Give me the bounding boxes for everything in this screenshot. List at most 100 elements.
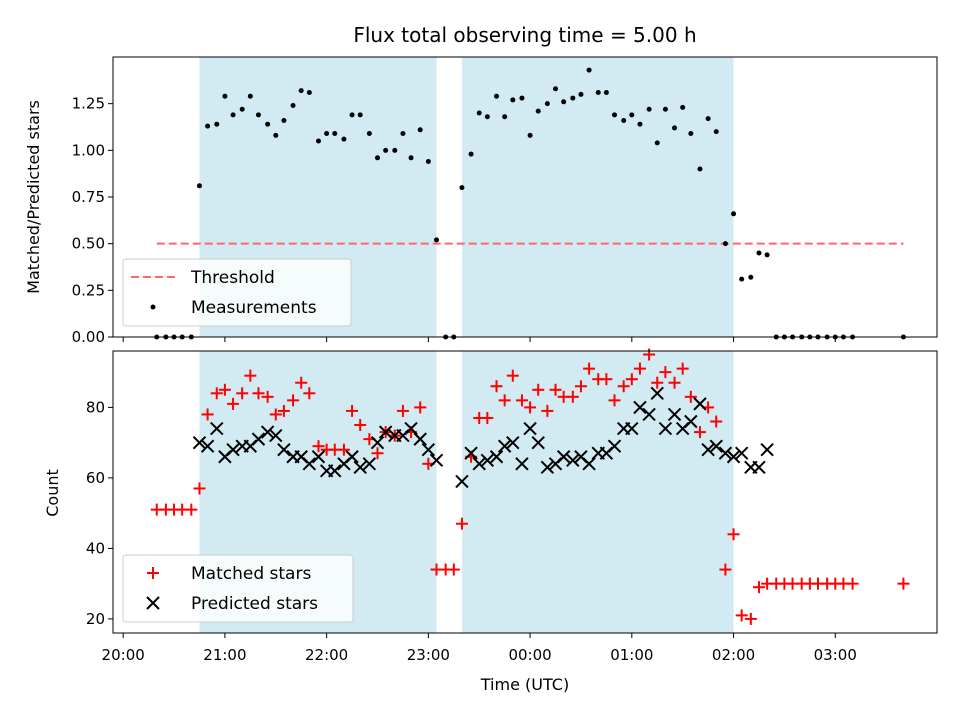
matched-star-point xyxy=(625,373,638,386)
measurement-point xyxy=(680,104,686,110)
matched-star-point xyxy=(261,390,274,403)
measurement-point xyxy=(713,129,719,135)
x-tick-label: 03:00 xyxy=(814,646,857,664)
bottom-legend-box xyxy=(122,554,354,623)
matched-star-point xyxy=(651,376,664,389)
predicted-star-point xyxy=(421,442,436,457)
x-tick-label: 01:00 xyxy=(610,646,653,664)
measurement-point xyxy=(595,89,601,95)
legend-measurements-swatch xyxy=(150,304,156,310)
bottom-legend: Matched stars Predicted stars xyxy=(122,554,354,623)
measurement-point xyxy=(553,86,559,92)
predicted-star-point xyxy=(489,450,504,464)
measurement-point xyxy=(366,131,372,137)
predicted-star-point xyxy=(506,435,520,450)
predicted-star-point xyxy=(650,386,664,401)
matched-star-point xyxy=(566,390,579,403)
measurement-point xyxy=(306,89,312,95)
matched-star-point xyxy=(710,415,723,428)
measurement-point xyxy=(205,123,211,129)
predicted-star-point xyxy=(226,442,240,457)
measurement-point xyxy=(603,89,609,95)
predicted-star-point xyxy=(413,432,427,446)
measurement-point xyxy=(535,108,541,114)
bottom-y-tick-label: 40 xyxy=(86,539,105,557)
measurement-point xyxy=(527,132,533,138)
matched-star-point xyxy=(201,408,214,421)
measurement-point xyxy=(196,183,202,189)
legend-matched-label: Matched stars xyxy=(191,564,311,584)
matched-stars-points xyxy=(150,348,910,625)
matched-star-point xyxy=(608,394,621,407)
measurement-point xyxy=(629,112,635,118)
predicted-star-point xyxy=(455,474,469,489)
matched-star-point xyxy=(244,369,257,382)
measurement-point xyxy=(214,121,220,127)
measurement-point xyxy=(357,112,363,118)
legend-matched-swatch xyxy=(147,567,159,579)
top-y-tick-label: 0.50 xyxy=(72,235,105,253)
matched-star-point xyxy=(414,401,427,414)
top-legend: Threshold Measurements xyxy=(122,258,352,327)
matched-star-point xyxy=(303,387,316,400)
measurement-point xyxy=(324,131,330,137)
top-y-tick-label: 1.25 xyxy=(72,95,105,113)
measurement-point xyxy=(222,93,228,99)
measurement-point xyxy=(561,99,567,105)
legend-measurements-label: Measurements xyxy=(191,298,317,318)
measurement-point xyxy=(255,112,261,118)
measurement-point xyxy=(688,131,694,137)
legend-predicted-label: Predicted stars xyxy=(191,594,318,614)
matched-star-point xyxy=(337,443,350,456)
measurement-point xyxy=(662,106,668,112)
predicted-star-point xyxy=(302,457,317,471)
predicted-star-point xyxy=(701,442,715,457)
measurement-point xyxy=(273,132,279,138)
predicted-star-point xyxy=(480,453,495,467)
matched-star-point xyxy=(524,401,537,414)
bottom-shade-1 xyxy=(461,351,734,633)
measurement-point xyxy=(519,95,525,101)
predicted-star-point xyxy=(404,421,418,436)
measurement-point xyxy=(383,147,389,153)
matched-star-point xyxy=(532,383,545,396)
predicted-star-point xyxy=(523,421,537,436)
matched-star-point xyxy=(481,411,494,424)
legend-threshold-label: Threshold xyxy=(190,268,275,288)
measurement-point xyxy=(722,241,728,247)
predicted-star-point xyxy=(192,435,207,450)
matched-star-point xyxy=(490,380,503,393)
predicted-star-point xyxy=(726,450,741,464)
bottom-y-ticks: 20 40 60 80 xyxy=(86,398,113,628)
measurement-point xyxy=(425,159,431,165)
matched-star-point xyxy=(541,404,554,417)
predicted-star-point xyxy=(667,407,682,422)
matched-star-point xyxy=(354,419,367,432)
x-tick-label: 22:00 xyxy=(305,646,348,664)
predicted-star-point xyxy=(251,432,266,446)
top-y-tick-label: 0.75 xyxy=(72,188,105,206)
measurement-point xyxy=(544,101,550,107)
matched-star-point xyxy=(659,366,672,379)
matched-star-point xyxy=(846,577,859,590)
top-y-ticks: 0.00 0.25 0.50 0.75 1.00 1.25 xyxy=(72,95,113,346)
matched-star-point xyxy=(684,390,697,403)
matched-star-point xyxy=(371,447,384,460)
matched-star-point xyxy=(515,394,528,407)
matched-star-point xyxy=(719,563,732,576)
measurement-point xyxy=(468,151,474,157)
matched-star-point xyxy=(693,426,706,439)
x-tick-label: 02:00 xyxy=(712,646,755,664)
measurement-point xyxy=(315,138,321,144)
top-y-tick-label: 1.00 xyxy=(72,141,105,159)
predicted-star-point xyxy=(200,439,215,453)
bottom-y-tick-label: 20 xyxy=(86,610,105,628)
predicted-star-point xyxy=(497,439,512,453)
measurement-point xyxy=(349,112,355,118)
predicted-star-point xyxy=(642,407,656,422)
predicted-star-point xyxy=(328,464,342,478)
predicted-star-point xyxy=(709,439,723,453)
top-legend-box xyxy=(122,258,352,327)
matched-star-point xyxy=(185,503,198,516)
